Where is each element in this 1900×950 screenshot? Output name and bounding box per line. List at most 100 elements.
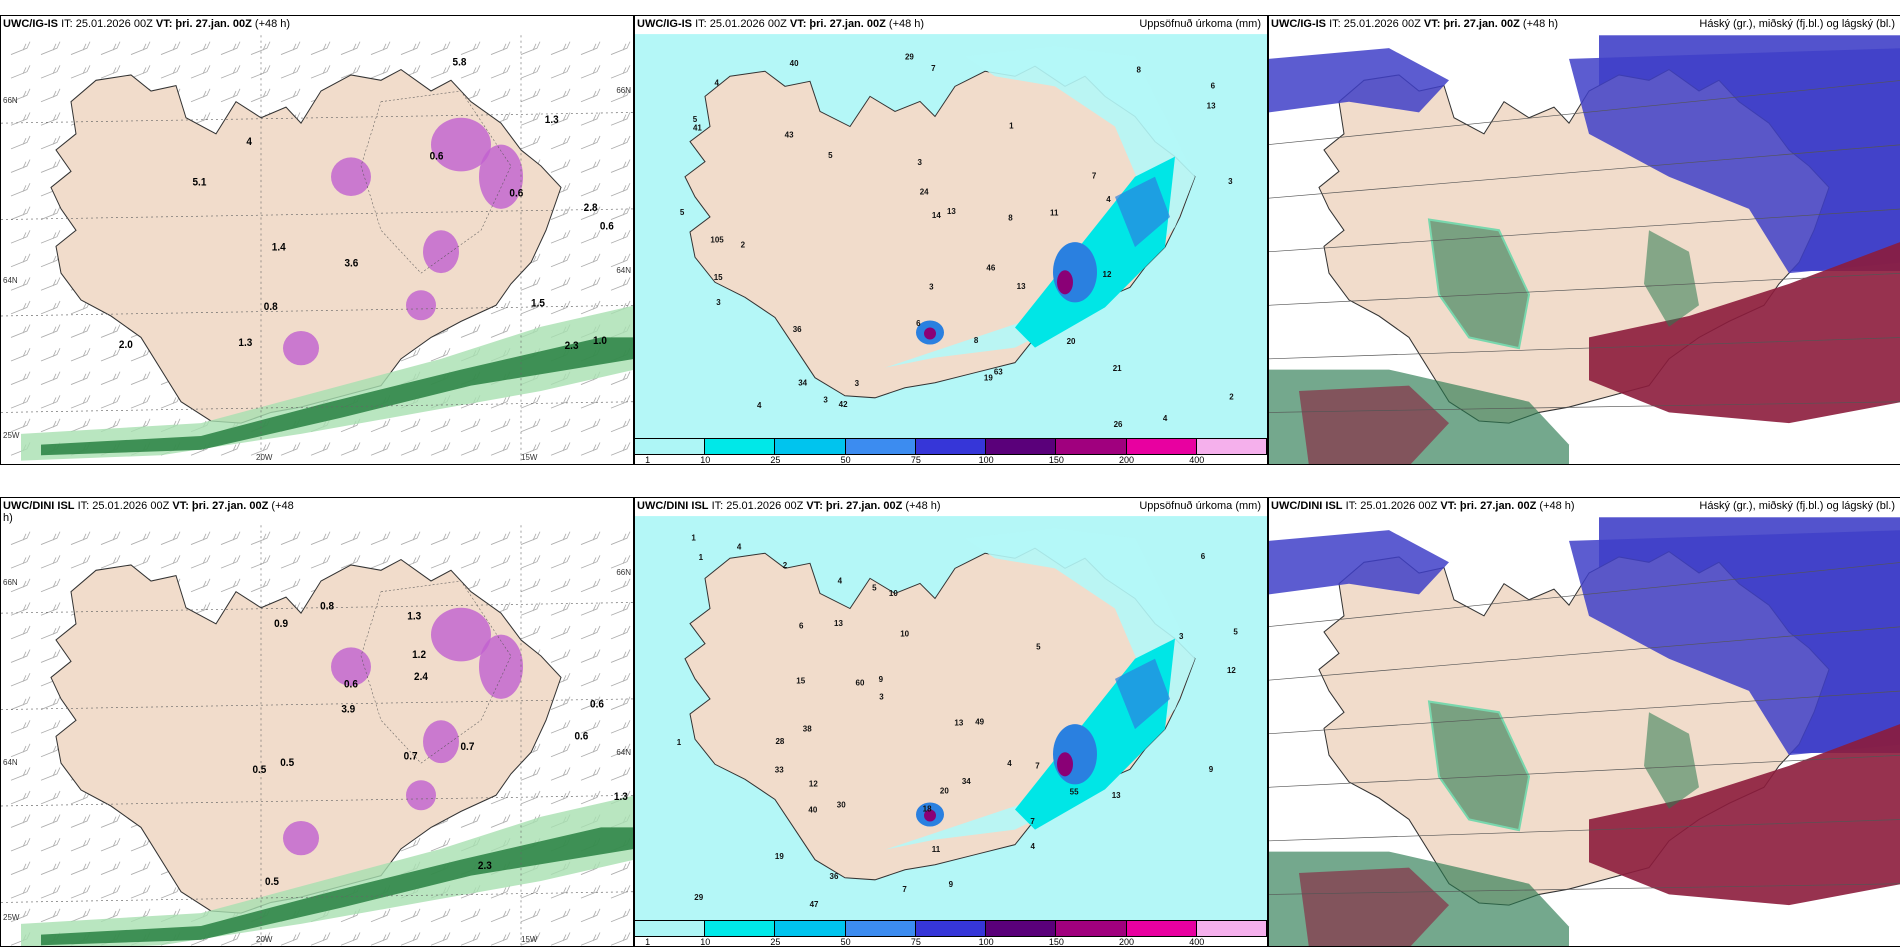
- legend-tick: 1: [645, 937, 651, 947]
- value-label: 0.9: [274, 619, 288, 630]
- value-label: 4: [757, 401, 762, 410]
- lead-time: (+48 h): [888, 18, 925, 30]
- valid-time-label: VT:: [806, 500, 823, 512]
- mid-cloud-area: [1589, 242, 1900, 424]
- value-label: 8: [974, 336, 979, 345]
- graticule-line: [1269, 80, 1900, 145]
- value-label: 0.6: [600, 221, 614, 232]
- lead-time: (+48 h): [905, 500, 941, 512]
- extreme-precip-core: [1057, 270, 1073, 295]
- panel-header: UWC/IG-IS IT: 25.01.2026 00Z VT: þri. 27…: [637, 18, 924, 30]
- heavy-precip-area: [1053, 724, 1097, 785]
- value-label: 33: [775, 765, 784, 774]
- graticule-line: [1269, 754, 1900, 788]
- map-panel-precip: UWC/IG-IS IT: 25.01.2026 00Z VT: þri. 27…: [634, 15, 1268, 465]
- value-label: 8: [1008, 213, 1013, 222]
- value-label: 13: [954, 719, 963, 728]
- value-label: 6: [1201, 552, 1206, 561]
- value-label: 4: [1163, 414, 1168, 423]
- value-label: 3: [879, 692, 884, 701]
- map-canvas: 0.5 0.6 0.6 0.6 0.5 0.7 1.2 0.5 3.9 2.3 1.3 0.7 2.4 0…: [1, 525, 633, 946]
- graticule-line: [1269, 144, 1900, 199]
- value-label: 41: [693, 124, 702, 133]
- legend-tick: 200: [1119, 455, 1135, 465]
- value-label: 0.7: [404, 751, 418, 762]
- value-label: 36: [830, 872, 839, 881]
- map-canvas: 5776542138131229414336631054662021132434…: [635, 34, 1267, 447]
- legend-tick: 25: [770, 455, 781, 465]
- heavy-precip-area: [1115, 658, 1170, 730]
- value-label: 0.6: [590, 699, 604, 710]
- value-label: 7: [1035, 762, 1040, 771]
- value-label: 2.8: [584, 203, 598, 214]
- value-label: 29: [905, 52, 914, 61]
- value-label: 3.6: [344, 258, 358, 269]
- hatched-region: [360, 90, 512, 274]
- value-label: 28: [775, 737, 784, 746]
- snow-area: [431, 117, 491, 172]
- map-panel-cloud: UWC/DINI ISL IT: 25.01.2026 00Z VT: þri.…: [1268, 497, 1900, 947]
- lead-time: (+48 h): [1522, 18, 1559, 30]
- graticule-line: [1269, 690, 1900, 735]
- legend-swatch: [915, 921, 987, 936]
- value-labels: 42.80.60.61.41.00.85.82.31.35.11.50.61.3…: [119, 57, 614, 352]
- extreme-precip-core: [1057, 752, 1073, 777]
- value-labels: 5776542138131229414336631054662021132434…: [680, 52, 1234, 429]
- legend-swatch: [1126, 439, 1197, 454]
- value-label: 3: [929, 283, 934, 292]
- valid-time-label: VT:: [172, 500, 189, 512]
- value-label: 0.8: [320, 601, 334, 612]
- value-label: 1: [699, 553, 704, 562]
- graticule-line: [1269, 626, 1900, 681]
- value-label: 2.3: [478, 861, 492, 872]
- value-label: 12: [809, 780, 818, 789]
- value-label: 10: [889, 589, 898, 598]
- lat-label: 66N: [3, 96, 18, 105]
- snow-area: [479, 634, 523, 699]
- value-label: 60: [856, 679, 865, 688]
- value-label: 6: [799, 621, 804, 630]
- snow-area: [331, 157, 371, 196]
- value-label: 21: [1113, 364, 1122, 373]
- graticule-line: [1269, 208, 1900, 253]
- lead-time: (+48: [271, 500, 294, 512]
- value-label: 13: [947, 207, 956, 216]
- value-label: 3: [716, 298, 721, 307]
- value-label: 1.5: [531, 298, 545, 309]
- init-time: IT: 25.01.2026 00Z: [77, 500, 170, 512]
- map-canvas: 1116571030295540494733206018191391211363…: [635, 516, 1267, 929]
- value-label: 6: [916, 319, 921, 328]
- value-label: 38: [803, 725, 812, 734]
- value-label: 36: [793, 325, 802, 334]
- lat-label: 66N: [616, 86, 631, 95]
- valid-time: þri. 27.jan. 00Z: [809, 18, 886, 30]
- value-label: 0.5: [265, 877, 279, 888]
- map-panel-wind: UWC/IG-IS IT: 25.01.2026 00Z VT: þri. 27…: [0, 15, 634, 465]
- value-label: 7: [1030, 817, 1035, 826]
- legend-swatch: [845, 439, 916, 454]
- legend-swatch: [986, 921, 1057, 936]
- graticule-line: [1269, 819, 1900, 842]
- map-panel-precip: UWC/DINI ISL IT: 25.01.2026 00Z VT: þri.…: [634, 497, 1268, 947]
- value-label: 9: [879, 675, 884, 684]
- valid-time: þri. 27.jan. 00Z: [1443, 18, 1520, 30]
- value-label: 0.6: [344, 679, 358, 690]
- init-time: IT: 25.01.2026 00Z: [1345, 500, 1438, 512]
- panel-title: Uppsöfnuð úrkoma (mm): [1139, 18, 1261, 30]
- value-label: 55: [1070, 787, 1079, 796]
- legend-tick: 75: [910, 937, 921, 947]
- graticule-line: [1, 794, 633, 807]
- hatched-region: [360, 580, 512, 764]
- value-label: 8: [1136, 65, 1141, 74]
- value-label: 7: [1092, 171, 1097, 180]
- graticule-line: [1269, 272, 1900, 306]
- graticule-line: [1, 602, 633, 614]
- value-label: 1.0: [593, 336, 607, 347]
- precip-rate-area: [21, 795, 633, 946]
- value-label: 7: [931, 64, 936, 73]
- value-label: 0.6: [574, 731, 588, 742]
- legend-tick: 150: [1048, 937, 1064, 947]
- value-label: 15: [796, 677, 805, 686]
- value-label: 40: [808, 805, 817, 814]
- lon-label: 20W: [256, 935, 273, 944]
